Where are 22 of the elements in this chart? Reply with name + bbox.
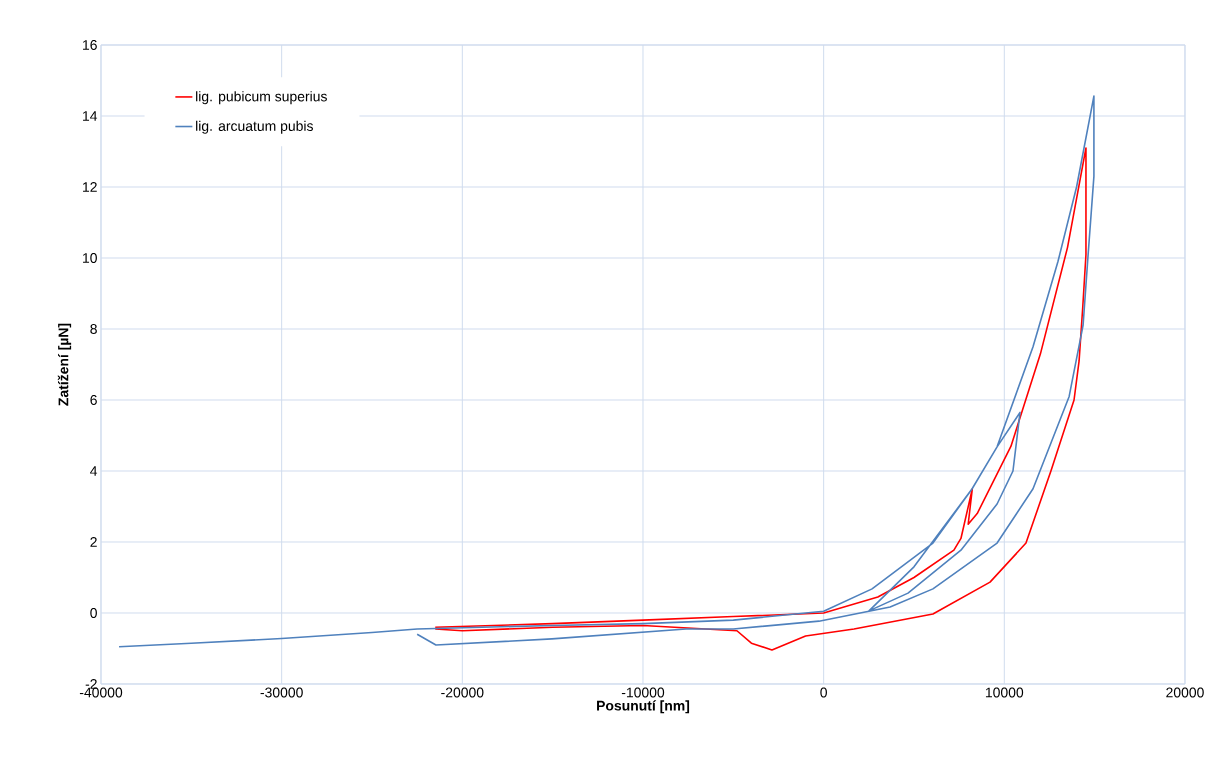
y-tick-label: 10 bbox=[83, 253, 97, 263]
line-series bbox=[434, 147, 1087, 651]
x-axis-title: Posunutí [nm] bbox=[597, 700, 690, 714]
x-tick-label: -10000 bbox=[621, 687, 665, 698]
x-tick-label: 10000 bbox=[985, 687, 1024, 698]
y-tick-label: 14 bbox=[83, 111, 98, 121]
x-tick-label: 20000 bbox=[1166, 687, 1204, 698]
y-axis-title: Zatížení [µN] bbox=[57, 323, 72, 406]
x-tick-label: -40000 bbox=[79, 687, 123, 698]
y-tick-label: 12 bbox=[83, 182, 97, 192]
x-tick-label: -20000 bbox=[441, 687, 484, 698]
y-tick-label: 8 bbox=[90, 324, 97, 334]
y-tick-label: 4 bbox=[90, 466, 98, 476]
legend-label: lig. pubicum superius bbox=[196, 91, 327, 105]
y-tick-label: 0 bbox=[90, 608, 97, 618]
y-tick-label: 6 bbox=[90, 395, 97, 405]
x-tick-label: 0 bbox=[820, 687, 827, 698]
y-tick-label: 16 bbox=[83, 40, 97, 50]
x-tick-label: -30000 bbox=[260, 687, 303, 698]
y-tick-label: -2 bbox=[85, 679, 97, 689]
y-tick-label: 2 bbox=[90, 537, 97, 547]
legend-label: lig. arcuatum pubis bbox=[196, 120, 313, 134]
